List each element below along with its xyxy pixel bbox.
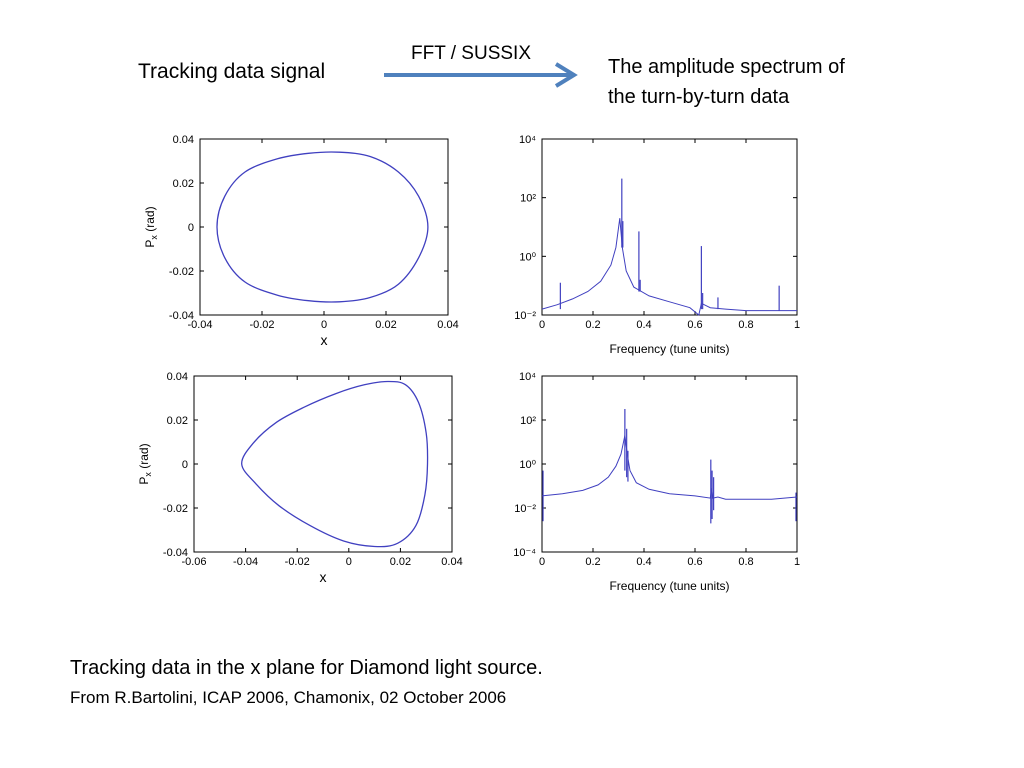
amplitude-spectrum-label: The amplitude spectrum of the turn-by-tu… bbox=[608, 52, 845, 112]
y-axis-label-subscript: x bbox=[149, 235, 159, 240]
phase-space-plot-1: -0.04 -0.02 0 0.02 0.040.040.020-0.02-0.04xP… bbox=[143, 134, 459, 348]
x-tick-label: 0.02 bbox=[390, 556, 411, 568]
y-tick-label: 0 bbox=[182, 459, 188, 471]
y-tick-label: 10⁰ bbox=[519, 459, 536, 471]
phase-space-orbit bbox=[241, 380, 429, 548]
x-tick-label: 0.6 bbox=[687, 319, 702, 331]
x-tick-label: -0.02 bbox=[285, 556, 310, 568]
y-axis-label-main: P bbox=[143, 240, 157, 248]
plot-frame bbox=[541, 138, 798, 316]
y-tick-label: -0.02 bbox=[169, 266, 194, 278]
y-tick-label: -0.04 bbox=[169, 310, 194, 322]
x-tick-label: -0.04 bbox=[187, 319, 212, 331]
x-axis-label: x bbox=[321, 332, 328, 348]
x-tick-label: -0.06 bbox=[181, 556, 206, 568]
phase-space-orbit bbox=[216, 151, 429, 303]
x-tick-label: 0 bbox=[539, 319, 545, 331]
y-tick-label: 10⁰ bbox=[519, 251, 536, 263]
plot-frame bbox=[193, 375, 453, 553]
phase-space-plot-2: -0.06 -0.04 -0.02 0 0.02 0.040.040.020-0.02-0… bbox=[137, 371, 463, 585]
x-tick-label: 0 bbox=[346, 556, 352, 568]
caption-title: Tracking data in the x plane for Diamond… bbox=[70, 657, 543, 679]
x-tick-label: -0.02 bbox=[249, 319, 274, 331]
y-tick-label: 10² bbox=[520, 415, 536, 427]
x-tick-label: 0.4 bbox=[636, 556, 651, 568]
x-tick-label: 1 bbox=[794, 556, 800, 568]
x-tick-label: 0.02 bbox=[375, 319, 396, 331]
x-axis-label: Frequency (tune units) bbox=[609, 342, 729, 356]
amplitude-spectrum-label-line2: the turn-by-turn data bbox=[608, 86, 790, 108]
y-axis-label: Px (rad) bbox=[137, 443, 153, 484]
y-tick-label: 10⁻² bbox=[514, 310, 536, 322]
y-tick-label: 10⁴ bbox=[519, 371, 536, 383]
x-axis-label: Frequency (tune units) bbox=[609, 579, 729, 593]
y-tick-label: 10⁴ bbox=[519, 134, 536, 146]
y-tick-label: 10⁻² bbox=[514, 503, 536, 515]
x-tick-label: 0 bbox=[321, 319, 327, 331]
y-axis-label-subscript: x bbox=[143, 472, 153, 477]
x-tick-label: 0.4 bbox=[636, 319, 651, 331]
y-tick-label: 10⁻⁴ bbox=[513, 547, 536, 559]
tracking-signal-label: Tracking data signal bbox=[138, 60, 326, 83]
spectrum-baseline bbox=[541, 218, 797, 316]
x-tick-label: -0.04 bbox=[233, 556, 258, 568]
y-axis-label-unit: (rad) bbox=[143, 206, 157, 235]
fft-sussix-label: FFT / SUSSIX bbox=[411, 43, 532, 64]
plot-frame bbox=[199, 138, 449, 316]
y-tick-label: 0.02 bbox=[173, 178, 194, 190]
x-tick-label: 0 bbox=[539, 556, 545, 568]
amplitude-spectrum-label-line1: The amplitude spectrum of bbox=[608, 56, 845, 78]
plot-frame bbox=[541, 375, 798, 553]
x-tick-label: 0.2 bbox=[585, 556, 600, 568]
y-tick-label: 0.02 bbox=[167, 415, 188, 427]
caption-source: From R.Bartolini, ICAP 2006, Chamonix, 0… bbox=[70, 688, 507, 707]
amplitude-spectrum-plot-1: 0 0.2 0.4 0.6 0.8 1 10⁴ 10² 10⁰ 10⁻² Frequency (tu… bbox=[514, 134, 800, 356]
y-tick-label: 0 bbox=[188, 222, 194, 234]
x-tick-label: 0.8 bbox=[738, 319, 753, 331]
y-tick-label: -0.02 bbox=[163, 503, 188, 515]
y-tick-label: -0.04 bbox=[163, 547, 188, 559]
x-tick-label: 0.04 bbox=[441, 556, 462, 568]
x-axis-label: x bbox=[320, 569, 327, 585]
y-tick-label: 0.04 bbox=[173, 134, 194, 146]
x-tick-label: 0.04 bbox=[437, 319, 458, 331]
right-arrow-icon bbox=[384, 62, 578, 88]
amplitude-spectrum-plot-2: 0 0.2 0.4 0.6 0.8 1 10⁴ 10² 10⁰ 10⁻² 10⁻⁴ Frequency… bbox=[513, 371, 800, 593]
y-axis-label-unit: (rad) bbox=[137, 443, 151, 472]
y-tick-label: 0.04 bbox=[167, 371, 188, 383]
x-tick-label: 1 bbox=[794, 319, 800, 331]
spectrum-baseline bbox=[541, 435, 798, 500]
y-tick-label: 10² bbox=[520, 193, 536, 205]
x-tick-label: 0.8 bbox=[738, 556, 753, 568]
y-axis-label: Px (rad) bbox=[143, 206, 159, 247]
y-axis-label-main: P bbox=[137, 477, 151, 485]
x-tick-label: 0.6 bbox=[687, 556, 702, 568]
x-tick-label: 0.2 bbox=[585, 319, 600, 331]
